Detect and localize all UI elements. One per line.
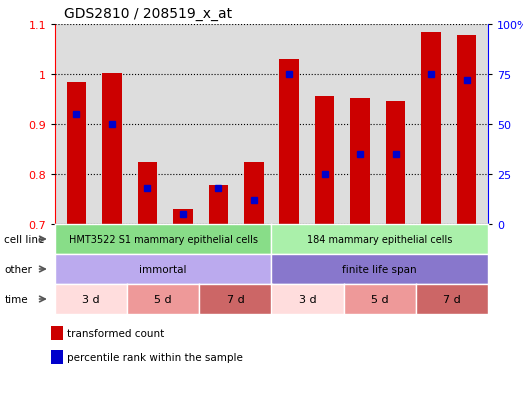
Text: finite life span: finite life span — [343, 264, 417, 274]
Bar — [315, 97, 335, 224]
Text: 5 d: 5 d — [371, 294, 389, 304]
Bar — [386, 102, 405, 224]
Text: 3 d: 3 d — [299, 294, 316, 304]
Bar — [422, 33, 441, 224]
Text: time: time — [4, 294, 28, 304]
Text: HMT3522 S1 mammary epithelial cells: HMT3522 S1 mammary epithelial cells — [69, 235, 258, 244]
Text: 7 d: 7 d — [443, 294, 461, 304]
Bar — [173, 209, 192, 224]
Bar — [102, 74, 121, 224]
Bar — [51, 326, 63, 340]
Text: transformed count: transformed count — [67, 328, 164, 338]
Text: percentile rank within the sample: percentile rank within the sample — [67, 352, 243, 362]
Bar — [279, 60, 299, 224]
Bar — [51, 350, 63, 364]
Text: immortal: immortal — [140, 264, 187, 274]
Text: other: other — [4, 264, 32, 274]
Text: GDS2810 / 208519_x_at: GDS2810 / 208519_x_at — [64, 7, 232, 21]
Bar — [244, 162, 264, 224]
Bar — [209, 185, 228, 224]
Text: 184 mammary epithelial cells: 184 mammary epithelial cells — [307, 235, 452, 244]
Bar — [66, 82, 86, 224]
Bar — [350, 99, 370, 224]
Text: cell line: cell line — [4, 235, 44, 244]
Text: 3 d: 3 d — [82, 294, 100, 304]
Bar — [138, 162, 157, 224]
Text: 5 d: 5 d — [154, 294, 172, 304]
Bar — [457, 36, 476, 224]
Text: 7 d: 7 d — [226, 294, 244, 304]
